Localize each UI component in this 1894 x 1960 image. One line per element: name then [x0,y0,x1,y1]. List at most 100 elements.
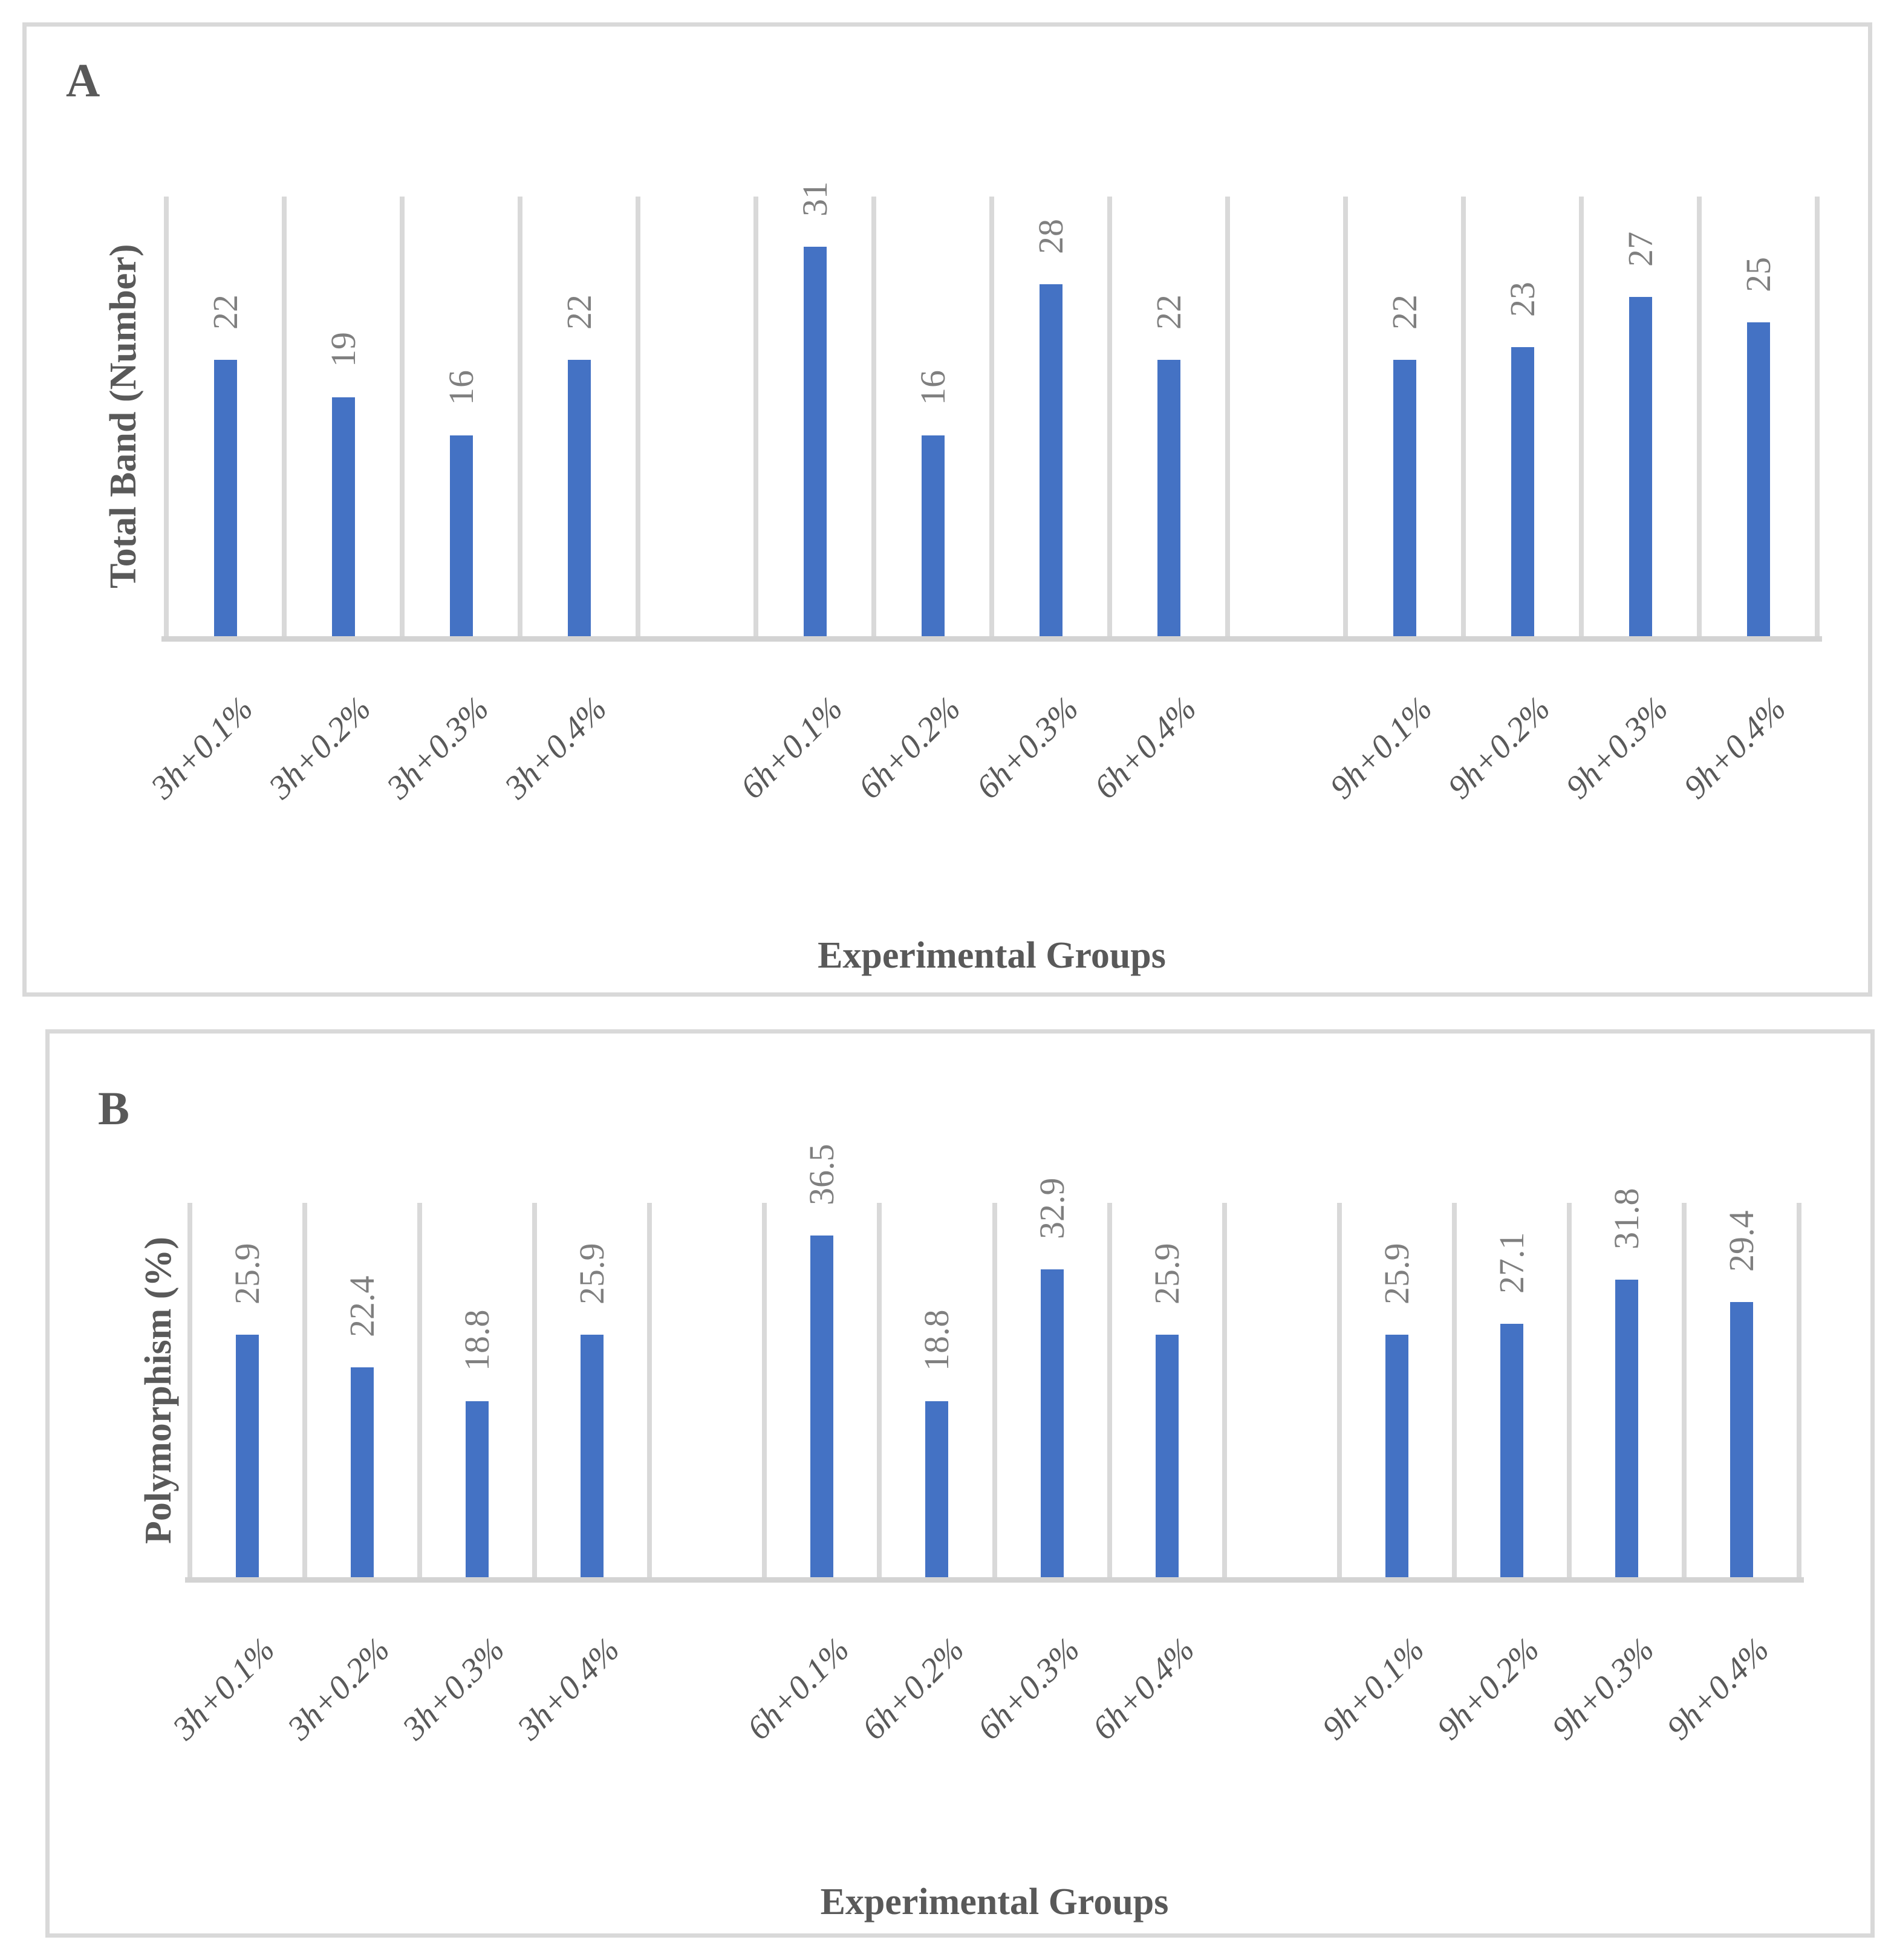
value-label: 22 [559,295,599,330]
value-label: 22 [1384,295,1424,330]
bar-3h+0.1% [214,360,237,636]
bar-9h+0.4% [1747,322,1770,636]
gridline [282,197,287,636]
gridline [532,1203,538,1577]
gridline [1225,197,1230,636]
y-axis-title: Total Band (Number) [103,244,144,589]
x-tick-label: 3h+0.1% [165,1630,282,1748]
bar-6h+0.1% [810,1236,833,1577]
bar-9h+0.2% [1500,1324,1523,1577]
value-label: 36.5 [802,1144,842,1206]
gridline [753,197,758,636]
bar-9h+0.3% [1629,297,1652,636]
x-tick-label: 6h+0.1% [733,689,850,807]
value-label: 25.9 [227,1243,267,1305]
x-tick-label: 9h+0.1% [1323,689,1439,807]
value-label: 22.4 [342,1275,382,1338]
value-label: 18.8 [457,1309,497,1372]
bar-9h+0.4% [1730,1302,1753,1577]
value-label: 16 [441,370,481,405]
x-tick-label: 9h+0.4% [1659,1630,1777,1748]
x-tick-label: 6h+0.4% [1087,689,1203,807]
value-label: 27 [1620,232,1660,267]
value-label: 22 [205,295,245,330]
x-tick-label: 3h+0.4% [497,689,614,807]
x-tick-label: 3h+0.4% [510,1630,627,1748]
gridline [871,197,876,636]
value-label: 28 [1030,219,1070,254]
gridline [1697,197,1702,636]
x-tick-label: 6h+0.2% [855,1630,972,1748]
gridline [1336,1203,1342,1577]
gridline [1343,197,1348,636]
bar-6h+0.1% [804,247,827,636]
bar-6h+0.4% [1156,1335,1179,1577]
gridline [518,197,522,636]
gridline [1797,1203,1801,1577]
gridline [1579,197,1584,636]
value-label: 25 [1738,257,1778,292]
x-axis-line [161,636,1822,642]
gridline [164,197,169,636]
value-label: 25.9 [572,1243,612,1305]
x-tick-label: 3h+0.1% [143,689,260,807]
panel-b: B Polymorphism (%) 25.9 3h+0.1% 22.4 3h+0.2… [45,1029,1875,1938]
x-tick-label: 6h+0.1% [740,1630,857,1748]
bar-6h+0.4% [1157,360,1180,636]
gridline [400,197,405,636]
gridline [762,1203,767,1577]
value-label: 16 [913,370,952,405]
gridline [989,197,994,636]
y-axis-title: Polymorphism (%) [138,1236,179,1544]
gridline [1566,1203,1572,1577]
value-label: 25.9 [1376,1243,1416,1305]
x-tick-label: 9h+0.2% [1430,1630,1547,1748]
x-axis-line [185,1577,1804,1583]
x-tick-label: 9h+0.4% [1676,689,1793,807]
value-label: 27.1 [1491,1232,1531,1294]
value-label: 32.9 [1032,1177,1072,1240]
panel-letter: A [66,54,100,106]
gridline [187,1203,192,1577]
x-tick-label: 3h+0.2% [280,1630,397,1748]
x-tick-label: 6h+0.2% [851,689,968,807]
gridline [1107,197,1112,636]
bar-3h+0.2% [332,397,355,636]
gridline [1815,197,1820,636]
x-axis-title: Experimental Groups [818,935,1166,976]
panel-a: A Total Band (Number) 22 3h+0.1% 19 3h+0.2%… [22,22,1872,997]
value-label: 23 [1502,282,1542,317]
gridline [636,197,640,636]
x-tick-label: 3h+0.3% [379,689,496,807]
gridline [1222,1203,1227,1577]
bar-9h+0.2% [1511,347,1534,636]
gridline [417,1203,423,1577]
bar-3h+0.4% [581,1335,604,1577]
x-tick-label: 3h+0.3% [395,1630,512,1748]
bar-9h+0.1% [1393,360,1416,636]
x-tick-label: 6h+0.4% [1085,1630,1202,1748]
x-tick-label: 3h+0.2% [261,689,378,807]
bar-3h+0.3% [466,1401,489,1577]
value-label: 18.8 [917,1309,957,1372]
value-label: 22 [1148,295,1188,330]
value-label: 31.8 [1606,1188,1646,1250]
panel-letter: B [98,1082,130,1135]
x-tick-label: 9h+0.3% [1558,689,1675,807]
bar-6h+0.2% [925,1401,948,1577]
gridline [647,1203,652,1577]
x-axis-title: Experimental Groups [820,1881,1169,1923]
gridline [1451,1203,1457,1577]
gridline [992,1203,997,1577]
x-tick-label: 6h+0.3% [970,1630,1087,1748]
x-tick-label: 9h+0.3% [1544,1630,1662,1748]
bar-9h+0.1% [1385,1335,1408,1577]
value-label: 29.4 [1721,1210,1761,1272]
x-tick-label: 6h+0.3% [969,689,1085,807]
x-tick-label: 9h+0.2% [1440,689,1557,807]
bar-9h+0.3% [1615,1280,1638,1577]
bar-3h+0.4% [568,360,591,636]
value-label: 25.9 [1147,1243,1186,1305]
bar-6h+0.2% [922,435,945,636]
